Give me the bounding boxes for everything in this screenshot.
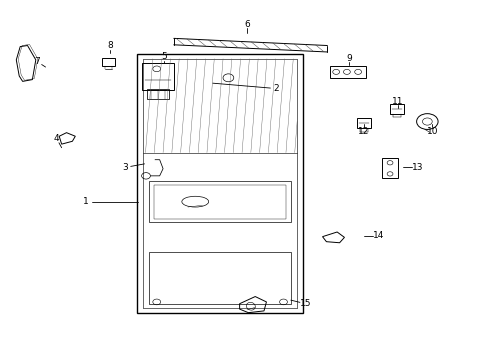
Bar — [149, 181, 290, 222]
Bar — [329, 66, 366, 78]
Text: 13: 13 — [411, 163, 423, 172]
Text: 15: 15 — [299, 299, 310, 308]
Text: 11: 11 — [391, 96, 403, 105]
Text: 4: 4 — [54, 134, 60, 143]
Bar — [389, 104, 404, 114]
Text: 6: 6 — [244, 19, 249, 28]
Bar — [102, 58, 115, 66]
Text: 8: 8 — [107, 41, 113, 50]
Bar — [147, 89, 168, 99]
Text: 3: 3 — [122, 163, 128, 172]
Text: 5: 5 — [161, 52, 166, 61]
Text: 7: 7 — [34, 57, 40, 66]
Text: 9: 9 — [346, 54, 351, 63]
Text: 14: 14 — [372, 231, 384, 240]
Text: 1: 1 — [83, 197, 89, 206]
Bar — [381, 158, 397, 178]
Text: 12: 12 — [358, 127, 369, 136]
Bar — [154, 185, 285, 219]
Bar — [142, 63, 173, 90]
Text: 2: 2 — [273, 84, 279, 93]
Bar — [356, 118, 370, 128]
Text: 10: 10 — [426, 127, 437, 136]
Bar — [149, 252, 290, 304]
